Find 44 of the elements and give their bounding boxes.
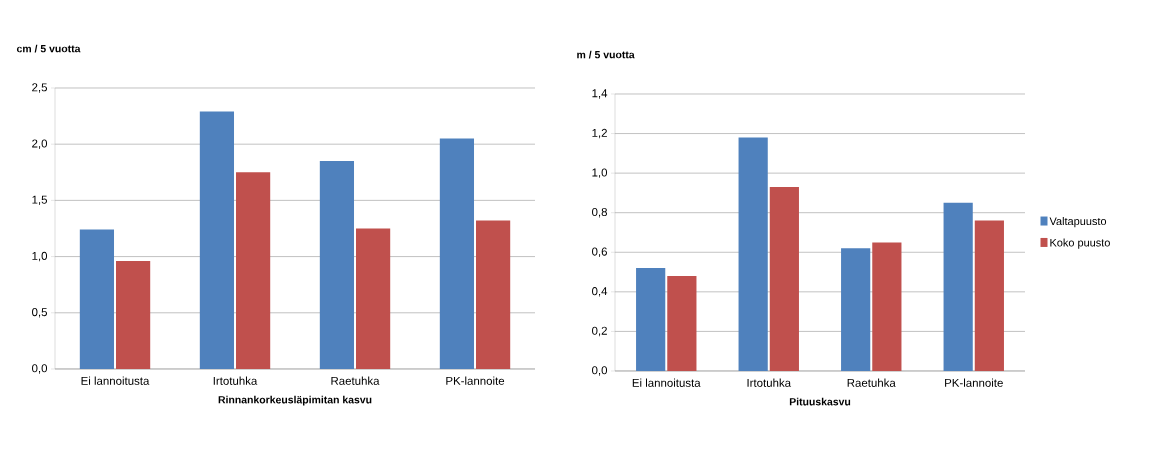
- x-tick-label: PK-lannoite: [446, 376, 505, 385]
- y-tick-label: 1,0: [32, 251, 48, 262]
- y-tick-label: 0,5: [32, 308, 48, 318]
- y-tick-label: 2,0: [32, 139, 48, 149]
- bar: [199, 111, 235, 369]
- x-tick-label: Irtotuhka: [213, 376, 258, 385]
- bar: [872, 242, 902, 371]
- bar: [769, 186, 799, 371]
- bar: [974, 220, 1004, 371]
- y-tick-label: 1,0: [592, 168, 608, 178]
- x-tick-label: Irtotuhka: [747, 378, 792, 387]
- bar: [943, 202, 973, 371]
- y-axis-title: cm / 5 vuotta: [16, 44, 81, 53]
- bar: [236, 172, 271, 369]
- bar: [79, 229, 115, 369]
- bar: [356, 228, 391, 369]
- x-tick-label: Raetuhka: [847, 378, 896, 387]
- x-tick-label: PK-lannoite: [945, 378, 1003, 387]
- y-tick-label: 0,4: [592, 287, 608, 297]
- bar: [476, 220, 511, 369]
- y-tick-label: 2,5: [32, 83, 48, 93]
- x-tick-label: Raetuhka: [331, 376, 380, 385]
- y-tick-label: 0,0: [592, 366, 608, 376]
- bar: [667, 276, 697, 371]
- y-tick-label: 0,0: [32, 364, 48, 374]
- bar: [841, 248, 871, 371]
- y-tick-label: 1,4: [592, 89, 608, 99]
- x-tick-label: Ei lannoitusta: [632, 378, 701, 387]
- bar: [116, 261, 151, 369]
- legend-label: Valtapuusto: [1049, 217, 1107, 228]
- bar: [738, 137, 768, 371]
- bar: [636, 268, 666, 371]
- y-tick-label: 0,2: [592, 326, 607, 337]
- x-tick-label: Ei lannoitusta: [81, 376, 150, 385]
- x-axis-title: Rinnankorkeusläpimitan kasvu: [218, 395, 372, 406]
- y-tick-label: 0,6: [592, 247, 607, 258]
- y-axis-title: m / 5 vuotta: [577, 50, 635, 59]
- y-tick-label: 0,8: [592, 207, 607, 218]
- y-tick-label: 1,5: [32, 195, 48, 206]
- legend-label: Koko puusto: [1050, 238, 1110, 249]
- bar: [319, 161, 355, 369]
- y-tick-label: 1,2: [592, 128, 607, 139]
- bar: [439, 138, 475, 369]
- x-axis-title: Pituuskasvu: [789, 397, 851, 406]
